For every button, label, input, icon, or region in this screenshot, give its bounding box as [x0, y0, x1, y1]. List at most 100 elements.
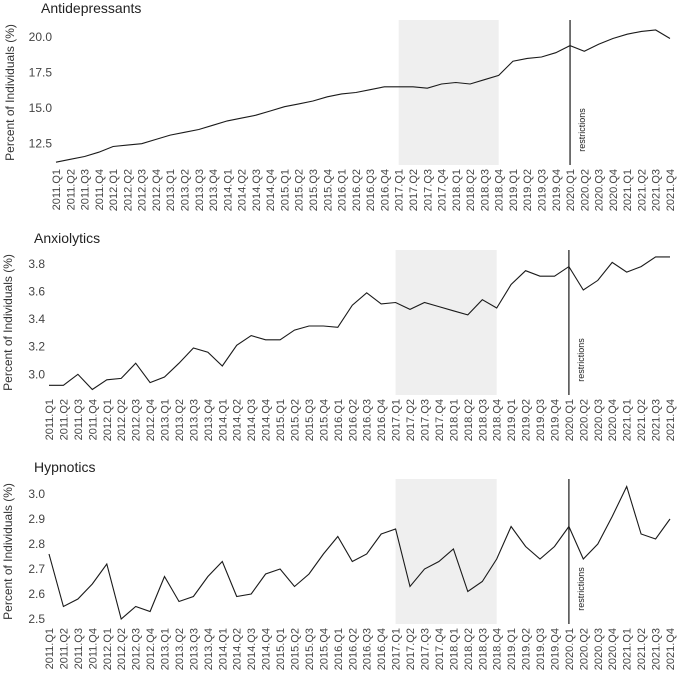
- x-tick-label: 2012.Q2: [122, 169, 134, 211]
- x-tick-label: 2016.Q1: [337, 169, 349, 211]
- y-tick-label: 3.0: [28, 487, 45, 501]
- x-tick-label: 2016.Q4: [379, 169, 391, 211]
- y-tick-label: 2.6: [28, 587, 45, 601]
- x-tick-label: 2013.Q4: [203, 628, 215, 670]
- x-tick-label: 2012.Q3: [131, 628, 143, 670]
- x-tick-label: 2021.Q3: [651, 628, 663, 670]
- x-tick-label: 2017.Q1: [391, 399, 403, 441]
- x-tick-label: 2019.Q2: [521, 399, 533, 441]
- x-tick-label: 2019.Q1: [506, 399, 518, 441]
- y-tick-label: 2.7: [28, 562, 45, 576]
- x-tick-label: 2013.Q1: [165, 169, 177, 211]
- x-tick-label: 2017.Q1: [394, 169, 406, 211]
- x-tick-label: 2021.Q1: [622, 399, 634, 441]
- x-tick-label: 2019.Q1: [508, 169, 520, 211]
- y-tick-label: 20.0: [29, 30, 53, 44]
- x-tick-label: 2012.Q1: [102, 628, 114, 670]
- y-tick-label: 3.8: [28, 257, 45, 271]
- x-tick-label: 2018.Q4: [494, 169, 506, 211]
- x-tick-label: 2014.Q4: [265, 169, 277, 211]
- x-tick-label: 2018.Q3: [479, 169, 491, 211]
- restrictions-label: restrictions: [576, 338, 586, 382]
- x-tick-label: 2013.Q1: [160, 628, 172, 670]
- x-tick-label: 2013.Q4: [203, 399, 215, 441]
- x-tick-label: 2015.Q1: [275, 628, 287, 670]
- x-tick-label: 2012.Q4: [145, 628, 157, 670]
- x-tick-label: 2017.Q4: [434, 399, 446, 441]
- x-tick-label: 2014.Q2: [232, 628, 244, 670]
- x-tick-label: 2013.Q2: [174, 628, 186, 670]
- x-tick-label: 2018.Q4: [492, 628, 504, 670]
- x-tick-label: 2011.Q4: [87, 628, 99, 669]
- x-tick-label: 2015.Q3: [304, 628, 316, 670]
- shaded-period: [395, 250, 497, 395]
- x-tick-label: 2021.Q2: [636, 169, 648, 211]
- shaded-period: [398, 20, 499, 165]
- x-tick-label: 2015.Q2: [290, 628, 302, 670]
- x-tick-label: 2021.Q4: [665, 169, 677, 211]
- x-tick-label: 2015.Q1: [275, 399, 287, 441]
- x-tick-label: 2017.Q3: [419, 399, 431, 441]
- y-tick-label: 12.5: [29, 137, 53, 151]
- y-axis-label: Percent of Individuals (%): [3, 24, 17, 161]
- chart-title: Anxiolytics: [34, 230, 100, 246]
- y-tick-label: 2.8: [28, 537, 45, 551]
- restrictions-label: restrictions: [576, 567, 586, 611]
- x-tick-label: 2016.Q4: [376, 399, 388, 441]
- x-tick-label: 2012.Q4: [145, 399, 157, 441]
- x-tick-label: 2013.Q3: [188, 399, 200, 441]
- x-tick-label: 2011.Q3: [73, 628, 85, 669]
- y-tick-label: 15.0: [29, 101, 53, 115]
- x-tick-label: 2019.Q1: [506, 628, 518, 670]
- x-tick-label: 2020.Q4: [608, 169, 620, 211]
- x-tick-label: 2012.Q3: [137, 169, 149, 211]
- x-tick-label: 2012.Q3: [131, 399, 143, 441]
- y-tick-label: 17.5: [29, 66, 53, 80]
- x-tick-label: 2020.Q1: [565, 169, 577, 211]
- restrictions-label: restrictions: [577, 108, 587, 152]
- x-tick-label: 2014.Q2: [237, 169, 249, 211]
- x-tick-label: 2012.Q1: [102, 399, 114, 441]
- x-tick-label: 2011.Q1: [51, 169, 63, 210]
- y-tick-label: 2.9: [28, 512, 45, 526]
- x-tick-label: 2018.Q1: [448, 628, 460, 670]
- x-tick-label: 2014.Q3: [246, 399, 258, 441]
- series-line: [55, 29, 671, 163]
- x-tick-label: 2016.Q3: [365, 169, 377, 211]
- x-tick-label: 2014.Q3: [251, 169, 263, 211]
- y-tick-label: 3.4: [28, 312, 45, 326]
- x-tick-label: 2017.Q2: [408, 169, 420, 211]
- x-tick-label: 2021.Q3: [651, 399, 663, 441]
- x-tick-label: 2014.Q4: [261, 628, 273, 670]
- x-tick-label: 2016.Q4: [376, 628, 388, 670]
- x-tick-label: 2015.Q3: [308, 169, 320, 211]
- x-tick-label: 2014.Q4: [261, 399, 273, 441]
- x-tick-label: 2018.Q2: [463, 628, 475, 670]
- x-tick-label: 2013.Q3: [194, 169, 206, 211]
- x-tick-label: 2016.Q1: [333, 628, 345, 670]
- x-tick-label: 2018.Q2: [463, 399, 475, 441]
- x-tick-label: 2019.Q3: [536, 169, 548, 211]
- x-tick-label: 2020.Q2: [578, 628, 590, 670]
- x-tick-label: 2015.Q4: [322, 169, 334, 211]
- x-tick-label: 2019.Q4: [551, 169, 563, 211]
- x-tick-label: 2020.Q3: [593, 628, 605, 670]
- x-tick-label: 2017.Q4: [434, 628, 446, 670]
- x-tick-label: 2013.Q4: [208, 169, 220, 211]
- x-tick-label: 2019.Q2: [522, 169, 534, 211]
- x-tick-label: 2011.Q3: [80, 169, 92, 210]
- x-tick-label: 2017.Q4: [437, 169, 449, 211]
- y-axis-label: Percent of Individuals (%): [1, 254, 15, 391]
- x-tick-label: 2015.Q4: [318, 399, 330, 441]
- x-tick-label: 2016.Q3: [362, 628, 374, 670]
- x-tick-label: 2019.Q4: [549, 628, 561, 670]
- x-tick-label: 2017.Q1: [391, 628, 403, 670]
- x-tick-label: 2018.Q4: [492, 399, 504, 441]
- x-tick-label: 2015.Q2: [290, 399, 302, 441]
- x-tick-label: 2014.Q2: [232, 399, 244, 441]
- x-tick-label: 2021.Q3: [651, 169, 663, 211]
- series-line: [48, 484, 671, 620]
- x-tick-label: 2020.Q3: [594, 169, 606, 211]
